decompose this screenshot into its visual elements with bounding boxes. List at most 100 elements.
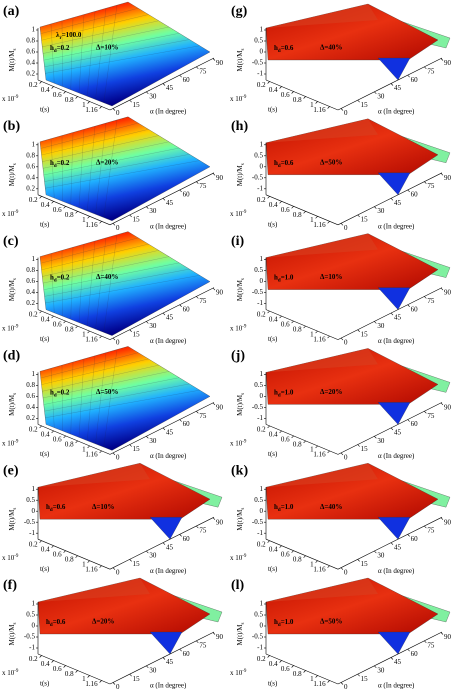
z-tick-label: 0 [260, 162, 264, 170]
z-tick-label: 0.5 [254, 496, 263, 504]
alpha-tick-label: 60 [411, 76, 419, 84]
alpha-tick [340, 108, 344, 111]
alpha-tick [162, 198, 166, 201]
t-tick [315, 560, 318, 563]
t-tick [291, 435, 294, 439]
h-annotation-part: d [54, 393, 57, 398]
alpha-tick [129, 99, 132, 103]
z-axis-label: M(t)/Ms [8, 508, 18, 531]
z-tick-label: -0.5 [252, 59, 264, 67]
alpha-tick-label: 15 [133, 101, 141, 109]
t-tick-label: 0.2 [29, 196, 38, 204]
alpha-tick-label: 75 [427, 641, 435, 649]
alpha-tick [112, 337, 116, 341]
t-axis-label: t(s) [268, 220, 278, 228]
alpha-tick-label: 15 [361, 216, 369, 224]
panel-label: (c) [3, 234, 19, 249]
t-multiplier: x 10-9 [2, 669, 19, 677]
t-tick [267, 196, 270, 199]
t-tick-label: 0.2 [29, 426, 38, 434]
t-tick [51, 86, 54, 89]
alpha-tick-label: 30 [377, 437, 385, 445]
h-annotation: hd=0.2 [50, 44, 70, 54]
z-tick-label: 1 [260, 140, 264, 148]
mesh-line [87, 126, 96, 212]
alpha-axis-label: α (In degree) [378, 452, 415, 460]
mesh-line [70, 362, 74, 435]
z-tick-label: 0.5 [254, 37, 263, 45]
t-tick-label: 0.4 [269, 316, 278, 324]
lambda-annotation-part: λ [56, 31, 60, 39]
t-tick-label: 1 [310, 331, 314, 339]
t-tick-label: 0.6 [281, 206, 290, 214]
alpha-tick [129, 444, 132, 447]
z-tick-label: 1 [32, 370, 36, 378]
alpha-tick-label: 0 [116, 568, 120, 576]
mesh-line [78, 244, 85, 323]
alpha-tick-label: 45 [166, 543, 174, 551]
surface-shade [266, 118, 378, 143]
alpha-tick [212, 517, 216, 520]
t-tick-label: 0.4 [41, 660, 50, 668]
alpha-tick [162, 312, 166, 316]
t-multiplier-part: x 10 [2, 669, 15, 677]
t-axis-label: t(s) [40, 106, 50, 114]
delta-annotation: Δ=50% [96, 388, 118, 396]
t-tick-label: 0.8 [65, 555, 74, 563]
alpha-tick [146, 321, 149, 324]
z-tick-label: 0.5 [26, 496, 35, 504]
t-tick-label: 0.4 [269, 660, 278, 668]
t-tick-label: 0.4 [269, 431, 278, 439]
alpha-tick [162, 427, 166, 431]
mesh-line [103, 5, 118, 103]
t-axis-label: t(s) [268, 106, 278, 114]
t-tick [63, 206, 66, 209]
alpha-tick [357, 329, 360, 332]
delta-annotation: Δ=40% [320, 44, 342, 52]
t-tick [267, 540, 270, 543]
h-annotation-part: d [278, 278, 281, 283]
alpha-tick [374, 321, 377, 324]
z-tick-label: 0.5 [254, 611, 263, 619]
alpha-tick-label: 90 [444, 289, 452, 297]
z-tick-label: -0.5 [24, 633, 36, 641]
h-annotation-part: =0.2 [57, 273, 70, 281]
z-tick-label: 0 [260, 277, 264, 285]
t-axis [265, 79, 339, 111]
h-annotation: hd=1.0 [274, 273, 294, 283]
t-tick-label: 1.16 [85, 221, 98, 229]
alpha-tick [440, 632, 444, 635]
t-tick [315, 445, 318, 449]
mesh-line [40, 122, 139, 149]
z-axis-label: M(t)/Ms [236, 278, 246, 301]
z-axis-label-part: s [13, 163, 18, 165]
alpha-tick-label: 90 [444, 59, 452, 67]
mesh-line [61, 135, 63, 202]
t-tick-label: 0.2 [29, 311, 38, 319]
panel-label: (d) [3, 349, 20, 364]
alpha-tick [357, 673, 360, 677]
z-tick-label: 0.4 [26, 288, 35, 296]
t-tick [315, 675, 318, 678]
alpha-tick [129, 559, 132, 562]
panel-label: (k) [231, 463, 248, 478]
alpha-tick-label: 75 [199, 182, 207, 190]
mesh-line [41, 243, 149, 270]
alpha-axis [109, 402, 215, 455]
h-annotation: hd=0.6 [46, 618, 66, 628]
alpha-tick-label: 60 [411, 650, 419, 658]
alpha-tick-label: 90 [216, 174, 224, 182]
t-tick [87, 216, 90, 219]
t-tick [63, 435, 66, 439]
alpha-tick-label: 15 [133, 330, 141, 338]
z-tick-label: -0.5 [252, 518, 264, 526]
panel: (a)10.80.60.40.2M(t)/Ms0.20.40.60.811.16… [2, 1, 224, 117]
alpha-tick [390, 542, 394, 545]
t-tick-label: 0.4 [41, 86, 50, 94]
z-axis-label: M(t)/Ms [8, 393, 18, 416]
z-axis-label: M(t)/Ms [236, 163, 246, 186]
h-annotation-part: =0.2 [57, 158, 70, 166]
alpha-tick [440, 402, 444, 406]
t-tick-label: 0.2 [29, 655, 38, 663]
panel: (k)10.50-0.5-1M(t)/Ms0.20.40.60.811.16x … [230, 463, 452, 576]
